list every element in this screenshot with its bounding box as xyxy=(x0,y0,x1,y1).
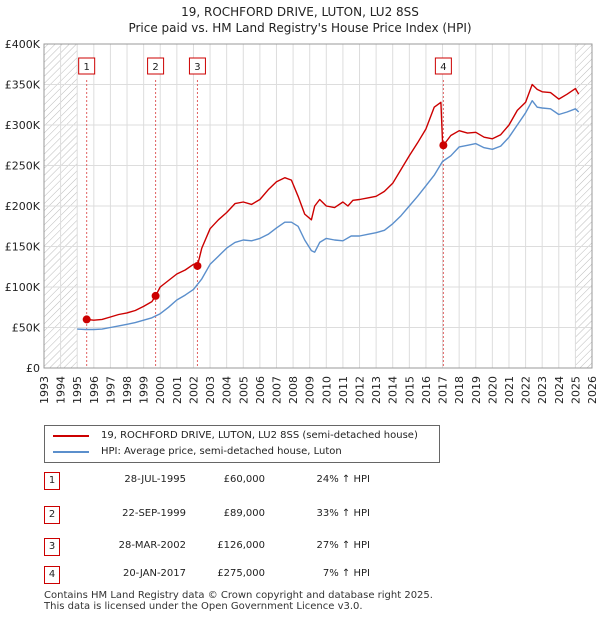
sale-point xyxy=(439,141,448,150)
x-tick-label: 2003 xyxy=(204,376,217,404)
x-tick-label: 1995 xyxy=(71,376,84,404)
x-tick-label: 2020 xyxy=(486,376,499,404)
legend-label-hpi: HPI: Average price, semi-detached house,… xyxy=(101,446,342,457)
sale-price: £275,000 xyxy=(217,568,265,579)
x-tick-label: 1993 xyxy=(38,376,51,404)
legend-line-hpi xyxy=(53,451,89,453)
x-tick-label: 2016 xyxy=(420,376,433,404)
sale-hpi-change: 27% ↑ HPI xyxy=(316,540,370,551)
sale-hpi-change: 7% ↑ HPI xyxy=(322,568,370,579)
footer-line-1: Contains HM Land Registry data © Crown c… xyxy=(44,590,433,601)
x-tick-label: 2008 xyxy=(287,376,300,404)
y-tick-label: £50K xyxy=(12,322,41,335)
x-tick-label: 2002 xyxy=(187,376,200,404)
chart-title-block: 19, ROCHFORD DRIVE, LUTON, LU2 8SS Price… xyxy=(0,4,600,36)
x-tick-label: 2026 xyxy=(586,376,599,404)
x-tick-label: 2001 xyxy=(171,376,184,404)
x-tick-label: 1999 xyxy=(138,376,151,404)
sale-price: £60,000 xyxy=(223,474,265,485)
x-tick-label: 2017 xyxy=(437,376,450,404)
sale-hpi-change: 24% ↑ HPI xyxy=(316,474,370,485)
sale-marker-box xyxy=(188,57,206,75)
x-tick-label: 2014 xyxy=(387,376,400,404)
x-tick-label: 2018 xyxy=(453,376,466,404)
x-tick-label: 1997 xyxy=(104,376,117,404)
sale-point xyxy=(82,315,91,324)
chart-subtitle: Price paid vs. HM Land Registry's House … xyxy=(128,21,472,35)
sale-row: 4 20-JAN-2017 £275,000 7% ↑ HPI xyxy=(0,566,600,586)
y-tick-label: £300K xyxy=(5,119,41,132)
footer-attribution: Contains HM Land Registry data © Crown c… xyxy=(44,590,433,612)
sale-point xyxy=(193,261,202,270)
sale-date: 28-JUL-1995 xyxy=(124,474,186,485)
x-tick-label: 1996 xyxy=(88,376,101,404)
series-line-property xyxy=(86,83,580,321)
sale-price: £89,000 xyxy=(223,508,265,519)
sale-date: 20-JAN-2017 xyxy=(122,568,186,579)
sale-date: 22-SEP-1999 xyxy=(122,508,186,519)
x-tick-label: 2009 xyxy=(304,376,317,404)
y-tick-label: £250K xyxy=(5,160,41,173)
x-tick-label: 2019 xyxy=(470,376,483,404)
sale-marker-box xyxy=(434,57,452,75)
sale-price: £126,000 xyxy=(217,540,265,551)
sale-date: 28-MAR-2002 xyxy=(118,540,186,551)
legend-label-property: 19, ROCHFORD DRIVE, LUTON, LU2 8SS (semi… xyxy=(101,430,418,441)
legend-line-property xyxy=(53,435,89,437)
y-tick-label: £200K xyxy=(5,200,41,213)
chart-legend: 19, ROCHFORD DRIVE, LUTON, LU2 8SS (semi… xyxy=(44,425,440,463)
sale-point xyxy=(151,291,160,300)
sale-row: 3 28-MAR-2002 £126,000 27% ↑ HPI xyxy=(0,538,600,558)
sale-marker-number: 2 xyxy=(152,62,158,73)
y-tick-label: £400K xyxy=(5,38,41,51)
footer-line-2: This data is licensed under the Open Gov… xyxy=(44,601,363,612)
sale-hpi-change: 33% ↑ HPI xyxy=(316,508,370,519)
sale-marker-number: 4 xyxy=(440,62,446,73)
sale-marker-number: 1 xyxy=(83,62,89,73)
sale-number-badge: 1 xyxy=(44,472,60,490)
x-tick-label: 2013 xyxy=(370,376,383,404)
y-tick-label: £150K xyxy=(5,241,41,254)
series-line-hpi xyxy=(77,100,580,331)
y-tick-label: £100K xyxy=(5,281,41,294)
sale-marker-box xyxy=(78,57,96,75)
sale-number-badge: 4 xyxy=(44,566,60,584)
x-tick-label: 2022 xyxy=(520,376,533,404)
x-tick-label: 1998 xyxy=(121,376,134,404)
x-tick-label: 2005 xyxy=(237,376,250,404)
x-tick-label: 2015 xyxy=(403,376,416,404)
sale-row: 1 28-JUL-1995 £60,000 24% ↑ HPI xyxy=(0,472,600,492)
sale-row: 2 22-SEP-1999 £89,000 33% ↑ HPI xyxy=(0,506,600,526)
x-tick-label: 2000 xyxy=(154,376,167,404)
sale-marker-number: 3 xyxy=(194,62,200,73)
x-tick-label: 2006 xyxy=(254,376,267,404)
x-tick-label: 2012 xyxy=(354,376,367,404)
x-tick-label: 2023 xyxy=(536,376,549,404)
x-tick-label: 2025 xyxy=(569,376,582,404)
sale-number-badge: 3 xyxy=(44,538,60,556)
x-tick-label: 2010 xyxy=(320,376,333,404)
x-tick-label: 2004 xyxy=(221,376,234,404)
x-tick-label: 1994 xyxy=(55,376,68,404)
y-tick-label: £0 xyxy=(26,362,40,375)
x-tick-label: 2011 xyxy=(337,376,350,404)
price-chart: 1 2 3 4 £0 £50K £100K £150K £200K £250K £300K £350… xyxy=(5,38,599,404)
sale-marker-box xyxy=(147,57,165,75)
x-tick-label: 2021 xyxy=(503,376,516,404)
chart-title: 19, ROCHFORD DRIVE, LUTON, LU2 8SS xyxy=(181,5,419,19)
y-tick-label: £350K xyxy=(5,79,41,92)
plot-border xyxy=(43,43,593,369)
sale-number-badge: 2 xyxy=(44,506,60,524)
x-tick-label: 2024 xyxy=(553,376,566,404)
x-tick-label: 2007 xyxy=(270,376,283,404)
